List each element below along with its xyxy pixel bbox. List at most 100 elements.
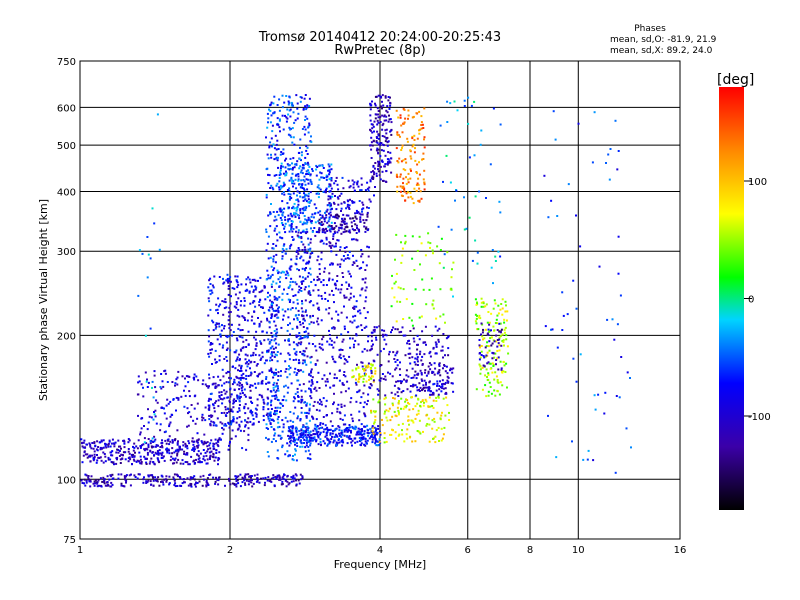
data-point [279, 410, 281, 413]
data-point [205, 481, 208, 484]
data-point [186, 461, 189, 464]
data-point [370, 369, 373, 372]
data-point [83, 439, 86, 442]
data-point [307, 262, 310, 265]
data-point [339, 223, 342, 226]
data-point [378, 325, 381, 328]
data-point [236, 358, 239, 361]
data-point [351, 217, 354, 220]
data-point [291, 429, 294, 432]
data-point [295, 358, 298, 361]
data-point [330, 221, 333, 224]
data-point [247, 330, 250, 333]
data-point [401, 380, 403, 383]
data-point [423, 379, 426, 382]
data-point [302, 326, 305, 328]
data-point [314, 221, 317, 224]
data-point [370, 335, 373, 338]
data-point [168, 425, 171, 428]
data-point [361, 287, 364, 290]
data-point [409, 330, 412, 332]
data-point [492, 365, 495, 367]
data-point [236, 410, 239, 413]
data-point [253, 336, 256, 339]
data-point [295, 187, 298, 190]
data-point [89, 443, 92, 446]
data-point [176, 454, 179, 457]
data-point [369, 349, 372, 352]
data-point [238, 359, 241, 362]
data-point [387, 99, 390, 102]
data-point [343, 228, 346, 231]
data-point [255, 415, 258, 418]
data-point [245, 278, 248, 281]
data-point [277, 387, 279, 390]
data-point [361, 253, 364, 256]
data-point [283, 271, 285, 274]
data-point [407, 172, 410, 175]
data-point [418, 382, 421, 385]
data-point [370, 435, 372, 438]
data-point [341, 438, 344, 441]
data-point [243, 304, 246, 307]
data-point [267, 214, 270, 217]
data-point [175, 461, 178, 464]
data-point [124, 458, 127, 461]
data-point [298, 359, 300, 362]
data-point [309, 294, 312, 296]
data-point [330, 204, 332, 207]
data-point [361, 429, 364, 432]
data-point [211, 284, 214, 287]
data-point [123, 476, 126, 479]
data-point [361, 213, 364, 216]
data-point [335, 377, 338, 380]
data-point [297, 231, 300, 234]
data-point [252, 351, 255, 354]
data-point [474, 313, 477, 316]
data-point [267, 476, 270, 479]
data-point [614, 471, 617, 474]
data-point [281, 419, 284, 422]
data-point [239, 392, 242, 395]
data-point [379, 350, 382, 353]
data-point [98, 457, 101, 459]
data-point [156, 401, 159, 404]
data-point [359, 433, 362, 436]
data-point [239, 382, 242, 385]
data-point [355, 238, 358, 241]
data-point [349, 292, 352, 295]
data-point [421, 363, 424, 366]
data-point [336, 263, 339, 266]
data-point [288, 454, 291, 457]
data-point [180, 395, 183, 398]
data-point [92, 459, 95, 462]
data-point [352, 306, 355, 309]
data-point [493, 299, 496, 302]
data-point [377, 133, 380, 136]
data-point [292, 359, 295, 361]
data-point [236, 281, 239, 284]
data-point [285, 157, 288, 160]
data-point [269, 212, 272, 215]
data-point [387, 151, 390, 154]
data-point [146, 276, 149, 279]
data-point [372, 398, 375, 401]
data-point [382, 149, 385, 152]
data-point [447, 376, 450, 379]
data-point [287, 316, 290, 319]
data-point [123, 440, 126, 443]
data-point [250, 400, 253, 403]
data-point [130, 473, 132, 476]
data-point [482, 305, 485, 308]
data-point [343, 327, 346, 330]
data-point [265, 278, 268, 281]
data-point [379, 433, 382, 436]
data-point [413, 187, 416, 190]
data-point [163, 370, 166, 373]
data-point [496, 390, 499, 393]
data-point [294, 281, 297, 284]
data-point [153, 411, 155, 413]
data-point [373, 328, 376, 331]
data-point [275, 184, 278, 187]
data-point [387, 120, 390, 123]
